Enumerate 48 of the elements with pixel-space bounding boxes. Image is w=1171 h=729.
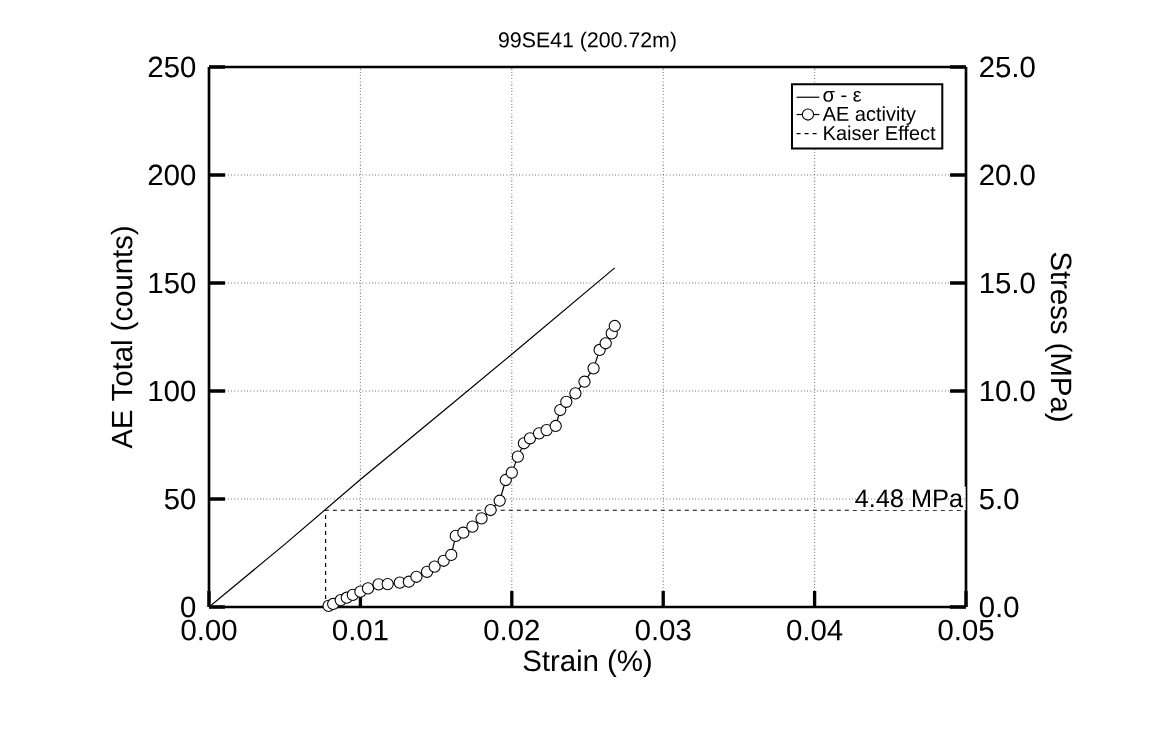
point (560, 395, 573, 408)
y2-tick-label: 15.0 (980, 272, 1035, 294)
y-tick-label: 100 (149, 380, 196, 402)
point (578, 375, 591, 388)
y2-tick-label: 10.0 (980, 380, 1035, 402)
x-tick-label: 0.01 (333, 619, 388, 641)
point (511, 450, 524, 463)
chart-title: 99SE41 (200.72m) (498, 31, 676, 52)
legend-label: Kaiser Effect (824, 125, 936, 141)
point (554, 403, 567, 417)
point (445, 548, 458, 562)
y2-tick-label: 0.0 (979, 596, 1019, 618)
x-tick-label: 0.00 (181, 619, 237, 641)
point (569, 387, 582, 400)
legend-label: AE activity (822, 106, 916, 125)
y2-tick-label: 25.0 (980, 56, 1035, 78)
y-tick-label: 250 (148, 56, 196, 78)
y2-tick-label: 20.0 (980, 164, 1035, 186)
y2-tick-label: 5.0 (979, 488, 1019, 510)
y-axis-title: AE Total (counts) (110, 227, 139, 449)
point (381, 577, 394, 591)
point (599, 337, 612, 350)
x-tick-label: 0.04 (787, 619, 843, 641)
y-tick-label: 0 (181, 596, 196, 618)
x-tick-label: 0.03 (635, 619, 691, 641)
point (361, 582, 375, 595)
point (523, 432, 537, 445)
point (428, 560, 441, 573)
point (587, 362, 600, 375)
y2-axis-title: Stress (MPa) (1044, 252, 1073, 421)
y-tick-label: 50 (164, 488, 196, 510)
point (549, 419, 562, 433)
y-tick-label: 150 (149, 272, 196, 294)
point (540, 423, 553, 437)
x-axis-title: Strain (%) (523, 649, 651, 677)
point (466, 520, 479, 533)
x-tick-label: 0.05 (938, 619, 994, 641)
point (457, 526, 470, 539)
x-tick-label: 0.02 (484, 619, 539, 641)
point (475, 512, 488, 525)
annotation: 4.48 MPa (855, 489, 964, 508)
point (608, 319, 621, 333)
point (484, 503, 497, 517)
legend-label: σ - ε (823, 90, 862, 102)
point (505, 466, 518, 479)
point (493, 494, 506, 507)
y-tick-label: 200 (148, 164, 196, 186)
point (410, 570, 423, 583)
